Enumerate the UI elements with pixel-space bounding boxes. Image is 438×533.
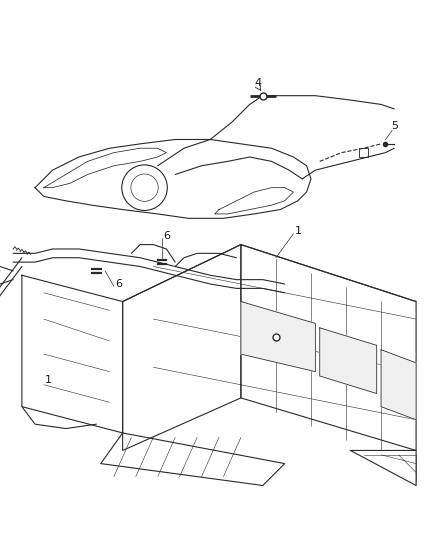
Polygon shape <box>320 328 377 393</box>
Polygon shape <box>381 350 416 420</box>
Polygon shape <box>123 245 416 450</box>
Polygon shape <box>350 450 416 486</box>
Text: 6: 6 <box>163 231 170 241</box>
Text: 1: 1 <box>294 227 301 237</box>
Text: 5: 5 <box>391 122 398 131</box>
Polygon shape <box>241 302 315 372</box>
Polygon shape <box>101 433 285 486</box>
Text: 4: 4 <box>255 77 262 87</box>
Polygon shape <box>22 275 123 433</box>
Text: 6: 6 <box>115 279 122 289</box>
Text: 1: 1 <box>45 375 52 385</box>
Polygon shape <box>35 140 311 219</box>
